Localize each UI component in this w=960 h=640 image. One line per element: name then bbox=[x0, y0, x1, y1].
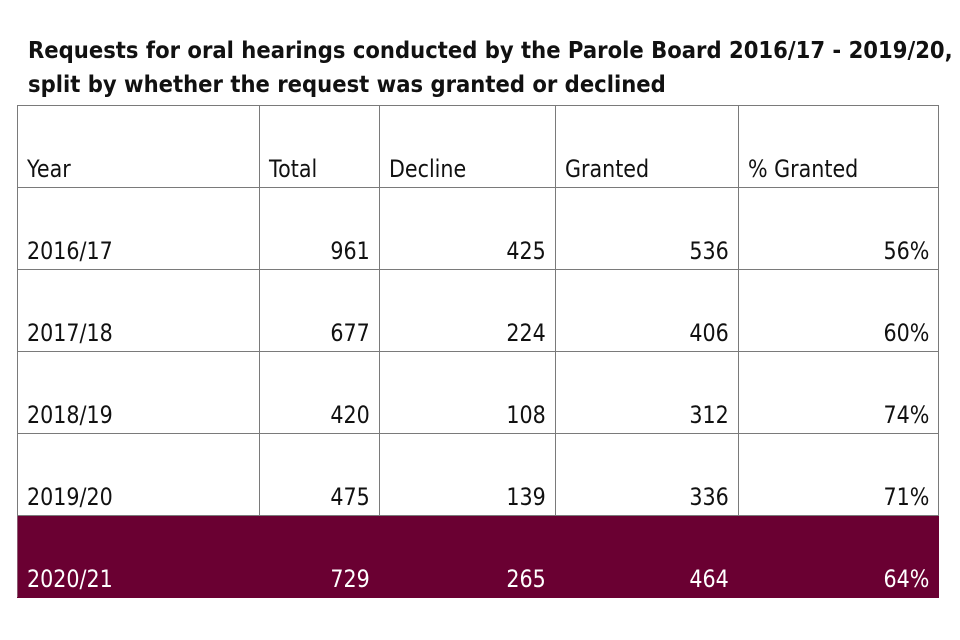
table-row: 2019/20 475 139 336 71% bbox=[17, 433, 939, 516]
table-row-highlighted: 2020/21 729 265 464 64% bbox=[17, 515, 939, 598]
table-title: Requests for oral hearings conducted by … bbox=[28, 34, 953, 102]
cell-total: 729 bbox=[259, 515, 380, 598]
cell-pct-granted: 64% bbox=[738, 515, 939, 598]
cell-granted: 312 bbox=[555, 351, 739, 434]
cell-pct-granted: 56% bbox=[738, 187, 939, 270]
column-header-total: Total bbox=[259, 105, 380, 188]
cell-granted: 464 bbox=[555, 515, 739, 598]
table-row: 2017/18 677 224 406 60% bbox=[17, 269, 939, 352]
table-row: 2018/19 420 108 312 74% bbox=[17, 351, 939, 434]
cell-total: 961 bbox=[259, 187, 380, 270]
cell-granted: 336 bbox=[555, 433, 739, 516]
cell-pct-granted: 60% bbox=[738, 269, 939, 352]
column-header-granted: Granted bbox=[555, 105, 739, 188]
cell-total: 420 bbox=[259, 351, 380, 434]
parole-requests-table: Year Total Decline Granted % Granted 201… bbox=[17, 105, 939, 598]
cell-year: 2017/18 bbox=[17, 269, 260, 352]
column-header-decline: Decline bbox=[379, 105, 556, 188]
table-header-row: Year Total Decline Granted % Granted bbox=[17, 105, 939, 188]
cell-pct-granted: 71% bbox=[738, 433, 939, 516]
table-row: 2016/17 961 425 536 56% bbox=[17, 187, 939, 270]
cell-decline: 265 bbox=[379, 515, 556, 598]
cell-decline: 224 bbox=[379, 269, 556, 352]
cell-year: 2019/20 bbox=[17, 433, 260, 516]
cell-decline: 425 bbox=[379, 187, 556, 270]
table-title-line-2: split by whether the request was granted… bbox=[28, 72, 666, 98]
cell-year: 2018/19 bbox=[17, 351, 260, 434]
cell-decline: 139 bbox=[379, 433, 556, 516]
cell-decline: 108 bbox=[379, 351, 556, 434]
cell-pct-granted: 74% bbox=[738, 351, 939, 434]
cell-year: 2016/17 bbox=[17, 187, 260, 270]
column-header-pct-granted: % Granted bbox=[738, 105, 939, 188]
cell-granted: 406 bbox=[555, 269, 739, 352]
table-title-line-1: Requests for oral hearings conducted by … bbox=[28, 38, 953, 64]
cell-total: 677 bbox=[259, 269, 380, 352]
cell-total: 475 bbox=[259, 433, 380, 516]
cell-year: 2020/21 bbox=[17, 515, 260, 598]
cell-granted: 536 bbox=[555, 187, 739, 270]
column-header-year: Year bbox=[17, 105, 260, 188]
